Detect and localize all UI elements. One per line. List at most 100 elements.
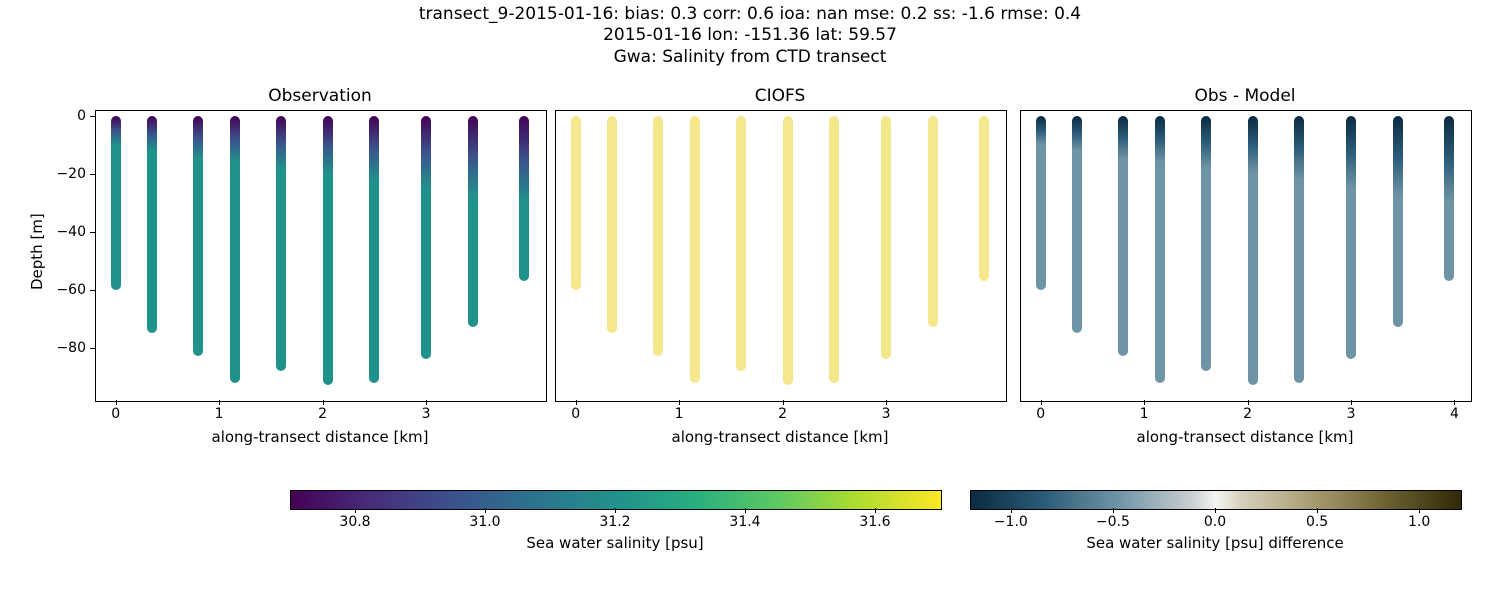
xtick-mark <box>783 400 784 405</box>
suptitle-line-1: transect_9-2015-01-16: bias: 0.3 corr: 0… <box>0 4 1500 25</box>
ytick-mark <box>90 232 95 233</box>
colorbar-tick-label: 0.0 <box>1204 514 1226 530</box>
xtick-mark <box>219 400 220 405</box>
xtick-label: 3 <box>882 406 891 422</box>
xtick-label: 1 <box>215 406 224 422</box>
ytick-mark <box>90 174 95 175</box>
colorbar-tick <box>1113 508 1114 513</box>
xtick-mark <box>426 400 427 405</box>
ytick-label: −20 <box>50 166 86 182</box>
xtick-label: 0 <box>1036 406 1045 422</box>
ytick-label: 0 <box>50 108 86 124</box>
x-axis-label: along-transect distance [km] <box>555 428 1005 446</box>
xtick-label: 1 <box>1140 406 1149 422</box>
y-axis-label: Depth [m] <box>28 213 46 290</box>
xtick-label: 2 <box>1243 406 1252 422</box>
ctd-profile <box>571 116 581 290</box>
colorbar-label: Sea water salinity [psu] difference <box>970 534 1460 552</box>
ctd-profile <box>690 116 700 383</box>
ctd-profile <box>736 116 746 371</box>
ctd-profile <box>421 116 431 360</box>
x-axis-label: along-transect distance [km] <box>95 428 545 446</box>
colorbar-tick <box>615 508 616 513</box>
ctd-profile <box>1155 116 1165 383</box>
colorbar-tick <box>875 508 876 513</box>
colorbar-tick <box>1419 508 1420 513</box>
colorbar-tick-label: −0.5 <box>1096 514 1130 530</box>
xtick-mark <box>1351 400 1352 405</box>
ytick-label: −80 <box>50 340 86 356</box>
colorbar-tick-label: −1.0 <box>994 514 1028 530</box>
xtick-mark <box>116 400 117 405</box>
ctd-profile <box>1346 116 1356 360</box>
ctd-profile <box>783 116 793 386</box>
ctd-profile <box>979 116 989 281</box>
ctd-profile <box>276 116 286 371</box>
x-axis-label: along-transect distance [km] <box>1020 428 1470 446</box>
colorbar-tick <box>485 508 486 513</box>
colorbar-tick-label: 30.8 <box>339 514 370 530</box>
colorbar-tick-label: 31.6 <box>859 514 890 530</box>
colorbar-tick <box>1011 508 1012 513</box>
ytick-label: −40 <box>50 224 86 240</box>
colorbar <box>970 490 1462 510</box>
figure: transect_9-2015-01-16: bias: 0.3 corr: 0… <box>0 0 1500 600</box>
xtick-label: 2 <box>318 406 327 422</box>
xtick-label: 0 <box>111 406 120 422</box>
ctd-profile <box>1294 116 1304 383</box>
axes-panel <box>555 110 1007 402</box>
ctd-profile <box>1036 116 1046 290</box>
xtick-mark <box>1454 400 1455 405</box>
ctd-profile <box>193 116 203 357</box>
xtick-mark <box>1144 400 1145 405</box>
ytick-mark <box>90 348 95 349</box>
xtick-label: 2 <box>778 406 787 422</box>
axes-panel <box>1020 110 1472 402</box>
xtick-label: 3 <box>422 406 431 422</box>
xtick-label: 1 <box>675 406 684 422</box>
xtick-label: 0 <box>571 406 580 422</box>
suptitle-line-3: Gwa: Salinity from CTD transect <box>0 47 1500 68</box>
colorbar-tick-label: 31.2 <box>599 514 630 530</box>
panel-title: CIOFS <box>555 86 1005 106</box>
colorbar-tick <box>745 508 746 513</box>
ctd-profile <box>323 116 333 386</box>
ctd-profile <box>468 116 478 328</box>
panel-title: Observation <box>95 86 545 106</box>
ctd-profile <box>519 116 529 281</box>
ytick-label: −60 <box>50 282 86 298</box>
colorbar-label: Sea water salinity [psu] <box>290 534 940 552</box>
ctd-profile <box>881 116 891 360</box>
ctd-profile <box>829 116 839 383</box>
xtick-mark <box>576 400 577 405</box>
colorbar-tick <box>355 508 356 513</box>
ctd-profile <box>1201 116 1211 371</box>
ytick-mark <box>90 290 95 291</box>
xtick-label: 4 <box>1450 406 1459 422</box>
ctd-profile <box>928 116 938 328</box>
xtick-mark <box>886 400 887 405</box>
suptitle: transect_9-2015-01-16: bias: 0.3 corr: 0… <box>0 4 1500 68</box>
suptitle-line-2: 2015-01-16 lon: -151.36 lat: 59.57 <box>0 25 1500 46</box>
colorbar <box>290 490 942 510</box>
xtick-mark <box>679 400 680 405</box>
xtick-mark <box>1041 400 1042 405</box>
ctd-profile <box>1072 116 1082 334</box>
colorbar-tick-label: 31.4 <box>729 514 760 530</box>
ctd-profile <box>1444 116 1454 281</box>
xtick-mark <box>323 400 324 405</box>
ytick-mark <box>90 116 95 117</box>
colorbar-tick <box>1317 508 1318 513</box>
ctd-profile <box>1248 116 1258 386</box>
ctd-profile <box>1118 116 1128 357</box>
colorbar-tick-label: 31.0 <box>469 514 500 530</box>
ctd-profile <box>147 116 157 334</box>
colorbar-tick-label: 0.5 <box>1306 514 1328 530</box>
colorbar-tick <box>1215 508 1216 513</box>
colorbar-tick-label: 1.0 <box>1408 514 1430 530</box>
panel-title: Obs - Model <box>1020 86 1470 106</box>
ctd-profile <box>1393 116 1403 328</box>
ctd-profile <box>369 116 379 383</box>
xtick-mark <box>1248 400 1249 405</box>
xtick-label: 3 <box>1347 406 1356 422</box>
